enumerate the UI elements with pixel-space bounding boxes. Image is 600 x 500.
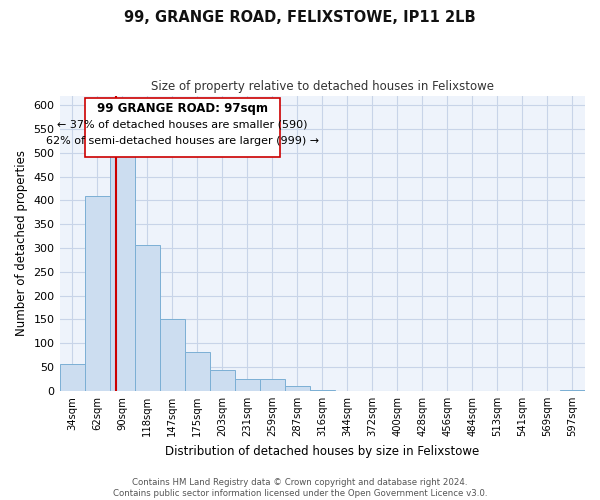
Bar	[209, 370, 235, 391]
Text: Contains HM Land Registry data © Crown copyright and database right 2024.
Contai: Contains HM Land Registry data © Crown c…	[113, 478, 487, 498]
Bar	[285, 386, 310, 391]
Bar	[185, 352, 209, 391]
Y-axis label: Number of detached properties: Number of detached properties	[15, 150, 28, 336]
Bar	[85, 98, 280, 158]
Bar	[160, 320, 185, 391]
Bar	[59, 364, 85, 391]
Bar	[260, 379, 285, 391]
Title: Size of property relative to detached houses in Felixstowe: Size of property relative to detached ho…	[151, 80, 494, 93]
Bar	[110, 154, 134, 391]
Bar	[134, 244, 160, 391]
Bar	[235, 379, 260, 391]
Bar	[560, 390, 585, 391]
Text: 99 GRANGE ROAD: 97sqm: 99 GRANGE ROAD: 97sqm	[97, 102, 268, 114]
Text: 99, GRANGE ROAD, FELIXSTOWE, IP11 2LB: 99, GRANGE ROAD, FELIXSTOWE, IP11 2LB	[124, 10, 476, 25]
Bar	[310, 390, 335, 391]
Text: ← 37% of detached houses are smaller (590): ← 37% of detached houses are smaller (59…	[57, 120, 307, 130]
X-axis label: Distribution of detached houses by size in Felixstowe: Distribution of detached houses by size …	[165, 444, 479, 458]
Text: 62% of semi-detached houses are larger (999) →: 62% of semi-detached houses are larger (…	[46, 136, 319, 146]
Bar	[85, 196, 110, 391]
